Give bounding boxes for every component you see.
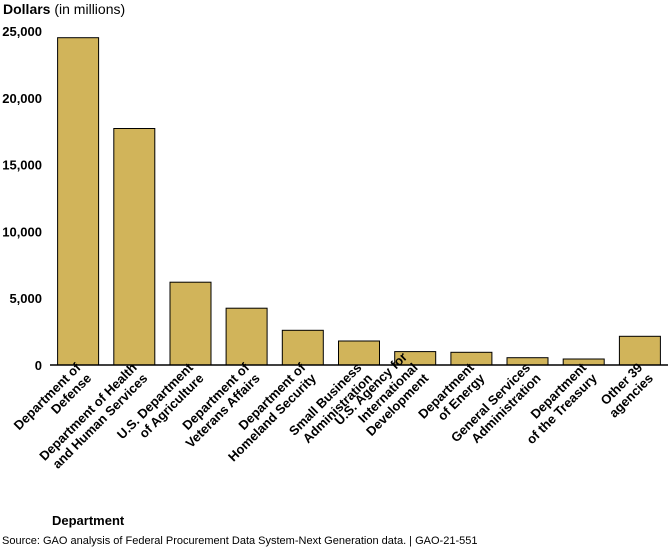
bar (169, 281, 212, 366)
bar (113, 128, 156, 366)
bars (57, 37, 661, 366)
bar (450, 351, 493, 366)
bar (618, 335, 661, 366)
bar (281, 329, 324, 366)
y-tick-label: 10,000 (2, 224, 42, 239)
y-axis-ticks: 0 5,000 10,000 15,000 20,000 25,000 (2, 24, 42, 373)
bar (562, 358, 605, 366)
source-note: Source: GAO analysis of Federal Procurem… (2, 535, 478, 547)
x-tick-label: Other 39agencies (595, 360, 656, 421)
y-axis-label: Dollars (3, 1, 51, 17)
bar (225, 307, 268, 366)
y-tick-label: 25,000 (2, 24, 42, 39)
y-tick-label: 20,000 (2, 91, 42, 106)
y-tick-label: 5,000 (9, 291, 42, 306)
x-axis-label: Department (52, 513, 125, 528)
bar (338, 340, 380, 366)
y-axis-title: Dollars (in millions) (3, 1, 125, 17)
bar (57, 37, 100, 366)
y-axis-unit: (in millions) (54, 1, 126, 17)
bar (506, 357, 549, 366)
y-tick-label: 0 (35, 358, 42, 373)
y-tick-label: 15,000 (2, 158, 42, 173)
